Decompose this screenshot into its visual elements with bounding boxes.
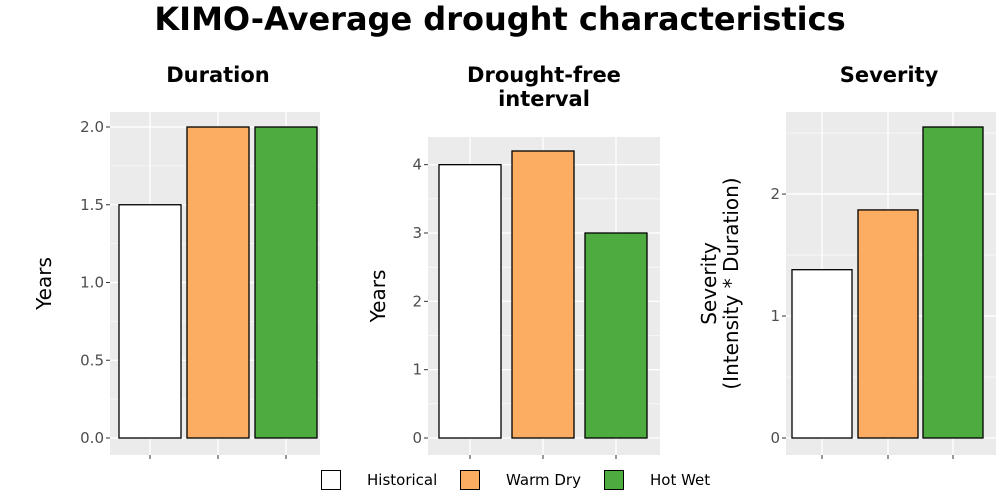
y-tick-label: 3 [412, 224, 422, 242]
y-tick-label: 0.5 [80, 351, 104, 369]
legend-item-hot-wet: Hot Wet [604, 470, 710, 490]
bar-warm-dry [186, 126, 250, 439]
bar-historical [791, 269, 853, 439]
legend-label-warm-dry: Warm Dry [506, 471, 581, 489]
y-tick-label: 1.5 [80, 196, 104, 214]
legend-label-historical: Historical [367, 471, 438, 489]
bar-historical [438, 164, 502, 439]
y-tick-label: 0.0 [80, 429, 104, 447]
legend-item-historical: Historical [321, 470, 437, 490]
legend-key-warm-dry [460, 470, 480, 490]
bar-hot-wet [254, 126, 318, 439]
bar-hot-wet [922, 126, 984, 439]
legend-item-warm-dry: Warm Dry [460, 470, 581, 490]
legend-label-hot-wet: Hot Wet [650, 471, 711, 489]
severity-panel: 0 1 2 Severity Severity(Intensity * Duration… [697, 63, 996, 459]
y-tick-label: 0 [412, 429, 422, 447]
duration-panel: 0.0 0.5 1.0 1.5 2.0 Duration Years [32, 63, 320, 459]
y-tick-label: 2 [770, 185, 780, 203]
y-tick-label: 2.0 [80, 118, 104, 136]
legend-key-historical [321, 470, 341, 490]
y-axis-label: Years [366, 270, 390, 324]
y-tick-label: 0 [770, 429, 780, 447]
y-tick-label: 1 [412, 361, 422, 379]
y-tick-label: 1 [770, 307, 780, 325]
y-tick-label: 1.0 [80, 274, 104, 292]
y-tick-label: 2 [412, 292, 422, 310]
y-axis-label: Severity(Intensity * Duration) [697, 177, 743, 389]
chart-title: KIMO-Average drought characteristics [154, 0, 846, 38]
panel-title: Severity [840, 63, 939, 87]
drought-free-interval-panel: 0 1 2 3 4 Drought-free interval Years [366, 63, 660, 459]
y-tick-label: 4 [412, 156, 422, 174]
y-axis-label: Years [32, 257, 56, 311]
bar-hot-wet [584, 232, 648, 439]
bar-warm-dry [857, 209, 919, 439]
bar-historical [118, 204, 182, 439]
legend-key-hot-wet [604, 470, 624, 490]
legend: Historical Warm Dry Hot Wet [0, 470, 1000, 496]
panel-title: Drought-free interval [467, 63, 621, 111]
bar-warm-dry [511, 150, 575, 439]
panel-title: Duration [166, 63, 270, 87]
